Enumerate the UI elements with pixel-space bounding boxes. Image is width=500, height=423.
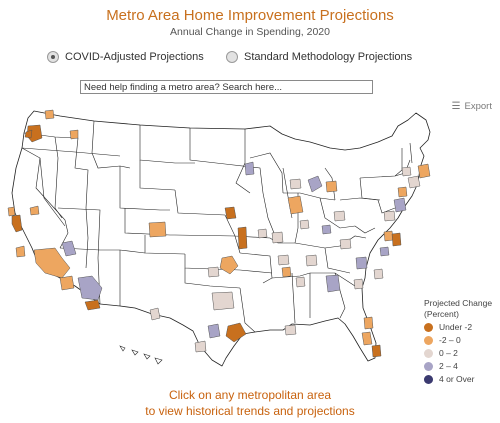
metro-area[interactable] [148, 221, 167, 238]
metro-areas[interactable] [7, 109, 431, 358]
metro-area[interactable] [379, 246, 390, 257]
metro-area[interactable] [225, 322, 247, 343]
metro-area[interactable] [29, 205, 40, 216]
metro-area[interactable] [371, 344, 382, 358]
cta-line-2: to view historical trends and projection… [145, 404, 355, 418]
metro-area[interactable] [61, 240, 77, 257]
metro-area[interactable] [84, 299, 101, 311]
metro-area[interactable] [11, 214, 23, 233]
metro-area[interactable] [393, 197, 407, 213]
metro-area[interactable] [289, 178, 302, 190]
metro-area[interactable] [277, 254, 290, 266]
metro-area[interactable] [321, 224, 332, 235]
legend-item[interactable]: 2 – 4 [424, 361, 492, 372]
export-button[interactable]: ☰ Export [452, 101, 492, 112]
metro-area[interactable] [24, 129, 33, 139]
metro-area[interactable] [407, 175, 421, 189]
metro-area[interactable] [271, 231, 284, 244]
metro-area[interactable] [287, 195, 304, 215]
metro-area[interactable] [417, 163, 431, 179]
radio-selected-icon[interactable] [47, 51, 59, 63]
metro-area[interactable] [281, 266, 292, 278]
alaska-hawaii-islands [119, 345, 163, 365]
metro-area[interactable] [353, 278, 364, 290]
metro-area[interactable] [295, 276, 306, 288]
metro-area[interactable] [7, 206, 16, 217]
metro-area[interactable] [307, 175, 323, 193]
metro-search-input[interactable] [80, 80, 373, 94]
call-to-action: Click on any metropolitan area to view h… [0, 387, 500, 419]
legend-label: -2 – 0 [439, 335, 461, 345]
radio-unselected-icon[interactable] [226, 51, 238, 63]
metro-area[interactable] [363, 316, 374, 330]
legend-item[interactable]: 0 – 2 [424, 348, 492, 359]
us-map[interactable] [0, 108, 500, 388]
metro-area[interactable] [397, 186, 408, 198]
covid-adjusted-label: COVID-Adjusted Projections [65, 51, 204, 63]
metro-area[interactable] [224, 206, 237, 220]
metro-area[interactable] [299, 219, 310, 230]
metro-area[interactable] [77, 275, 103, 301]
metro-area[interactable] [257, 228, 268, 239]
metro-area[interactable] [333, 210, 346, 222]
cta-line-1: Click on any metropolitan area [168, 388, 332, 402]
metro-area[interactable] [383, 210, 396, 222]
metro-area[interactable] [15, 245, 26, 258]
metro-area[interactable] [59, 275, 75, 291]
standard-methodology-radio[interactable]: Standard Methodology Projections [226, 51, 412, 63]
metro-area[interactable] [207, 323, 221, 339]
state-borders [21, 120, 413, 333]
metro-area[interactable] [355, 256, 368, 270]
metro-area[interactable] [361, 331, 373, 346]
legend-item[interactable]: -2 – 0 [424, 335, 492, 346]
legend-swatch [424, 375, 433, 384]
metro-area[interactable] [237, 226, 248, 250]
metro-area[interactable] [325, 180, 338, 193]
metro-area[interactable] [325, 274, 341, 293]
metro-area[interactable] [219, 255, 239, 275]
covid-adjusted-radio[interactable]: COVID-Adjusted Projections [47, 51, 204, 63]
legend-subtitle: (Percent) [424, 309, 459, 319]
metro-area[interactable] [69, 129, 79, 140]
metro-area[interactable] [339, 238, 352, 250]
metro-area[interactable] [244, 161, 255, 176]
metro-area[interactable] [383, 230, 394, 242]
legend-label: Under -2 [439, 322, 473, 332]
legend-item[interactable]: 4 or Over [424, 374, 492, 385]
metro-area[interactable] [401, 166, 412, 177]
metro-area[interactable] [305, 254, 318, 267]
menu-icon: ☰ [451, 101, 461, 112]
legend-label: 0 – 2 [439, 348, 458, 358]
legend-swatch [424, 362, 433, 371]
metro-area[interactable] [33, 247, 71, 279]
legend-label: 4 or Over [439, 374, 475, 384]
page-subtitle: Annual Change in Spending, 2020 [170, 26, 330, 38]
legend: Projected Change (Percent) Under -2 -2 –… [424, 298, 492, 385]
metro-area[interactable] [207, 266, 220, 278]
legend-item[interactable]: Under -2 [424, 322, 492, 333]
usa-outline [11, 110, 431, 367]
legend-swatch [424, 349, 433, 358]
page-title: Metro Area Home Improvement Projections [106, 7, 394, 24]
legend-swatch [424, 336, 433, 345]
legend-title: Projected Change [424, 298, 493, 308]
metro-area[interactable] [149, 307, 161, 321]
metro-area[interactable] [284, 324, 297, 336]
metro-area[interactable] [211, 291, 235, 311]
metro-area[interactable] [194, 340, 207, 353]
metro-area[interactable] [44, 109, 55, 120]
legend-swatch [424, 323, 433, 332]
standard-methodology-label: Standard Methodology Projections [244, 51, 413, 63]
metro-area[interactable] [391, 232, 402, 247]
legend-label: 2 – 4 [439, 361, 458, 371]
export-label: Export [464, 101, 492, 112]
metro-area[interactable] [373, 268, 384, 280]
